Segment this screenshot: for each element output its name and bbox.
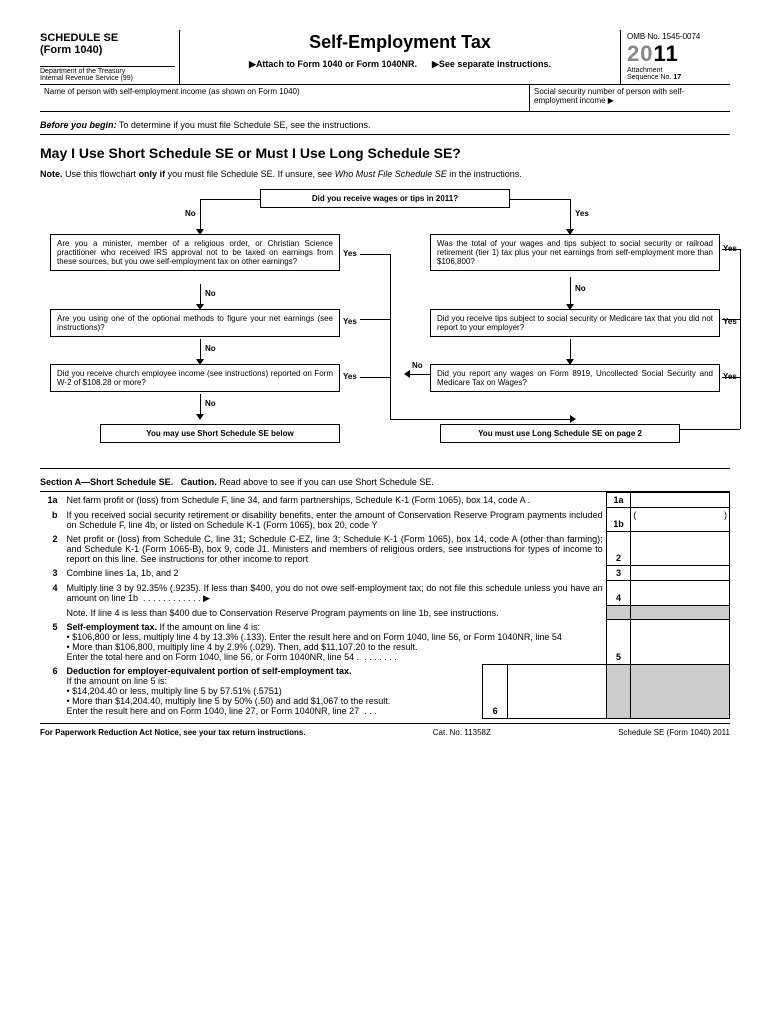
line-1a-text: Net farm profit or (loss) from Schedule … <box>63 493 606 508</box>
note-t3: in the instructions. <box>449 169 522 179</box>
flow-l1-no: No <box>205 289 216 298</box>
before-text: To determine if you must file Schedule S… <box>119 120 371 130</box>
footer-right: Schedule SE (Form 1040) 2011 <box>618 728 730 737</box>
flow-l3-no: No <box>205 399 216 408</box>
footer-left: For Paperwork Reduction Act Notice, see … <box>40 728 306 737</box>
note-only: only if <box>139 169 166 179</box>
flow-r1-no: No <box>575 284 586 293</box>
line-3-num: 3 <box>40 566 63 581</box>
before-bold: Before you begin: <box>40 120 117 130</box>
irs-text: Internal Revenue Service (99) <box>40 75 133 82</box>
flow-l2-yes: Yes <box>343 317 357 326</box>
note-bold: Note. <box>40 169 63 179</box>
flow-l2-no: No <box>205 344 216 353</box>
seq-label: Attachment Sequence No. 17 <box>627 67 730 81</box>
line-1b-text: If you received social security retireme… <box>63 508 606 532</box>
form-label: (Form 1040) <box>40 44 175 56</box>
line-4-amount[interactable] <box>631 581 730 606</box>
attach-text: Attach to Form 1040 or Form 1040NR. <box>256 59 417 69</box>
line-5-text: Self-employment tax. If the amount on li… <box>63 620 606 665</box>
section-heading: May I Use Short Schedule SE or Must I Us… <box>40 145 730 161</box>
arrow-icon: ▶ <box>432 59 439 69</box>
flowchart-note: Note. Use this flowchart only if you mus… <box>40 169 730 179</box>
flow-l1: Are you a minister, member of a religiou… <box>50 234 340 271</box>
line-1b-num: b <box>40 508 63 532</box>
header-center: Self-Employment Tax ▶Attach to Form 1040… <box>180 30 620 84</box>
line-6-num: 6 <box>40 664 63 718</box>
section-a-text: Read above to see if you can use Short S… <box>219 477 434 487</box>
flow-no: No <box>185 209 196 218</box>
header-left: SCHEDULE SE (Form 1040) Department of th… <box>40 30 180 84</box>
flow-r3: Did you report any wages on Form 8919, U… <box>430 364 720 392</box>
line-1a-num: 1a <box>40 493 63 508</box>
flow-q1: Did you receive wages or tips in 2011? <box>260 189 510 208</box>
line-6-inner-amount[interactable] <box>507 664 606 718</box>
section-a-caution: Caution. <box>181 477 217 487</box>
note-italic: Who Must File Schedule SE <box>335 169 447 179</box>
flowchart: Did you receive wages or tips in 2011? N… <box>40 189 730 469</box>
line-5-label: 5 <box>606 620 631 665</box>
attachment-text: Attachment <box>627 67 662 74</box>
seqno-text: Sequence No. <box>627 74 671 81</box>
line-1b-amount[interactable]: () <box>631 508 730 532</box>
flow-r3-no: No <box>412 361 423 370</box>
schedule-label: SCHEDULE SE <box>40 32 175 44</box>
line-5-num: 5 <box>40 620 63 665</box>
lines-table: 1a Net farm profit or (loss) from Schedu… <box>40 492 730 719</box>
line-5-amount[interactable] <box>631 620 730 665</box>
line-1b-label: 1b <box>606 508 631 532</box>
flow-l3-yes: Yes <box>343 372 357 381</box>
line-1a-label: 1a <box>606 493 631 508</box>
line-2-amount[interactable] <box>631 532 730 566</box>
line-4-label: 4 <box>606 581 631 606</box>
line-1a-amount[interactable] <box>631 493 730 508</box>
see-text: See separate instructions. <box>439 59 551 69</box>
line-2-text: Net profit or (loss) from Schedule C, li… <box>63 532 606 566</box>
attach-line: ▶Attach to Form 1040 or Form 1040NR. ▶Se… <box>184 59 616 70</box>
header-right: OMB No. 1545-0074 2011 Attachment Sequen… <box>620 30 730 84</box>
section-a-title: Section A—Short Schedule SE. <box>40 477 173 487</box>
flow-yes: Yes <box>575 209 589 218</box>
note-t1: Use this flowchart <box>65 169 136 179</box>
flow-long: You must use Long Schedule SE on page 2 <box>440 424 680 443</box>
ssn-label: Social security number of person with se… <box>534 87 684 105</box>
line-3-amount[interactable] <box>631 566 730 581</box>
year-suffix: 11 <box>653 41 678 66</box>
omb-label: OMB No. 1545-0074 <box>627 32 730 41</box>
section-a-header: Section A—Short Schedule SE. Caution. Re… <box>40 473 730 492</box>
tax-year: 2011 <box>627 41 730 67</box>
before-begin: Before you begin: To determine if you mu… <box>40 112 730 135</box>
line-3-text: Combine lines 1a, 1b, and 2 <box>63 566 606 581</box>
ssn-field[interactable]: Social security number of person with se… <box>530 85 730 111</box>
line-2-label: 2 <box>606 532 631 566</box>
line-4-num: 4 <box>40 581 63 606</box>
year-prefix: 20 <box>627 41 653 66</box>
line-6-inner-label: 6 <box>483 664 508 718</box>
name-row: Name of person with self-employment inco… <box>40 85 730 112</box>
line-6-text: Deduction for employer-equivalent portio… <box>63 664 482 718</box>
footer-center: Cat. No. 11358Z <box>433 728 491 737</box>
line-4-text: Multiply line 3 by 92.35% (.9235). If le… <box>63 581 606 606</box>
footer: For Paperwork Reduction Act Notice, see … <box>40 723 730 737</box>
note-t2: you must file Schedule SE. If unsure, se… <box>168 169 333 179</box>
name-field[interactable]: Name of person with self-employment inco… <box>40 85 530 111</box>
arrow-icon: ▶ <box>249 59 256 69</box>
line-2-num: 2 <box>40 532 63 566</box>
dept-label: Department of the Treasury Internal Reve… <box>40 66 175 82</box>
flow-l1-yes: Yes <box>343 249 357 258</box>
seq-num: 17 <box>673 74 681 81</box>
form-header: SCHEDULE SE (Form 1040) Department of th… <box>40 30 730 85</box>
flow-r2: Did you receive tips subject to social s… <box>430 309 720 337</box>
name-label: Name of person with self-employment inco… <box>44 87 300 96</box>
flow-r1: Was the total of your wages and tips sub… <box>430 234 720 271</box>
line-3-label: 3 <box>606 566 631 581</box>
flow-l3: Did you receive church employee income (… <box>50 364 340 392</box>
flow-l2: Are you using one of the optional method… <box>50 309 340 337</box>
form-title: Self-Employment Tax <box>184 32 616 53</box>
dept-text: Department of the Treasury <box>40 68 125 75</box>
line-4-note: Note. If line 4 is less than $400 due to… <box>63 606 606 620</box>
flow-short: You may use Short Schedule SE below <box>100 424 340 443</box>
